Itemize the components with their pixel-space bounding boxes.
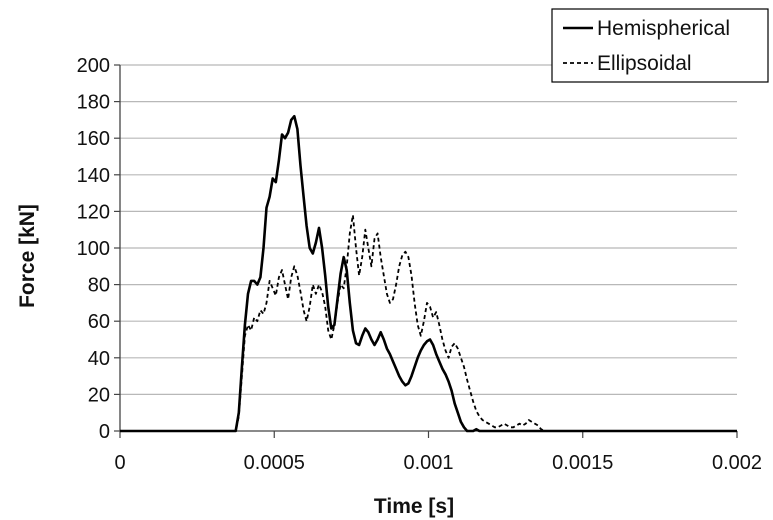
legend-label-ellipsoidal: Ellipsoidal (597, 52, 692, 75)
series-lines (120, 114, 737, 433)
y-tick-label-60: 60 (88, 311, 110, 333)
y-tick-labels: 0 20 40 60 80 100 120 140 160 180 200 (77, 55, 110, 443)
legend-box (551, 8, 769, 83)
y-tick-label-40: 40 (88, 348, 110, 370)
series-line-hemispherical (120, 114, 737, 433)
gridlines (120, 64, 737, 395)
y-tick-label-0: 0 (99, 421, 110, 443)
x-axis-title: Time [s] (374, 495, 454, 518)
y-tick-label-160: 160 (77, 128, 110, 150)
x-tick-label-0: 0 (114, 452, 125, 474)
x-tick-label-0.0015: 0.0015 (552, 452, 613, 474)
y-tick-label-180: 180 (77, 92, 110, 114)
axes (114, 64, 738, 438)
legend-label-hemispherical: Hemispherical (597, 17, 730, 40)
x-tick-label-0.002: 0.002 (712, 452, 762, 474)
x-tick-label-0.0005: 0.0005 (244, 452, 305, 474)
y-tick-label-20: 20 (88, 384, 110, 406)
y-tick-label-100: 100 (77, 238, 110, 260)
y-tick-label-80: 80 (88, 275, 110, 297)
series-line-ellipsoidal (120, 214, 737, 432)
y-axis-title: Force [kN] (16, 204, 39, 308)
y-tick-label-200: 200 (77, 55, 110, 77)
x-tick-label-0.001: 0.001 (403, 452, 453, 474)
y-tick-label-120: 120 (77, 201, 110, 223)
y-tick-label-140: 140 (77, 165, 110, 187)
x-tick-labels: 0 0.0005 0.001 0.0015 0.002 (114, 452, 762, 474)
legend: Hemispherical Ellipsoidal (551, 8, 769, 83)
